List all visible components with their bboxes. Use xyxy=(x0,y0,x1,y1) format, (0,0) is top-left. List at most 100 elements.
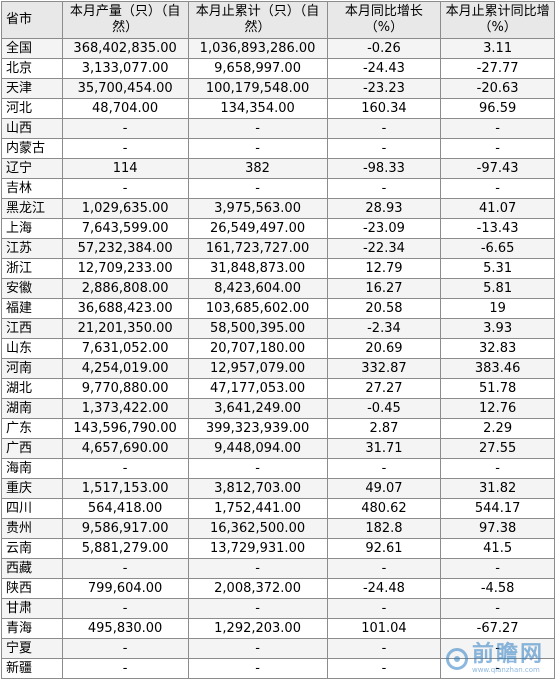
month-output-cell: 5,881,279.00 xyxy=(61,538,189,559)
month-yoy-cell: 182.8 xyxy=(326,518,442,539)
cumulative-output-cell: 3,641,249.00 xyxy=(187,398,328,419)
header-province: 省市 xyxy=(1,1,63,39)
month-yoy-cell: 2.87 xyxy=(326,418,442,439)
province-cell: 吉林 xyxy=(1,178,63,199)
month-output-cell: 1,517,153.00 xyxy=(61,478,189,499)
cumulative-yoy-cell: 51.78 xyxy=(440,378,555,399)
month-yoy-cell: 28.93 xyxy=(326,198,442,219)
month-output-cell: 3,133,077.00 xyxy=(61,58,189,79)
header-month-output: 本月产量（只）（自然） xyxy=(61,1,189,39)
month-output-cell: 12,709,233.00 xyxy=(61,258,189,279)
cumulative-output-cell: - xyxy=(187,638,328,659)
cumulative-yoy-cell: 544.17 xyxy=(440,498,555,519)
month-output-cell: 368,402,835.00 xyxy=(61,38,189,59)
province-cell: 新疆 xyxy=(1,658,63,679)
table-row: 西藏 - - - - xyxy=(1,558,555,579)
cumulative-yoy-cell: 19 xyxy=(440,298,555,319)
table-row: 新疆 - - - - xyxy=(1,658,555,679)
cumulative-output-cell: 399,323,939.00 xyxy=(187,418,328,439)
province-cell: 重庆 xyxy=(1,478,63,499)
province-cell: 西藏 xyxy=(1,558,63,579)
month-output-cell: 7,631,052.00 xyxy=(61,338,189,359)
month-output-cell: - xyxy=(61,638,189,659)
cumulative-yoy-cell: 3.93 xyxy=(440,318,555,339)
cumulative-yoy-cell: - xyxy=(440,558,555,579)
month-yoy-cell: -23.23 xyxy=(326,78,442,99)
cumulative-yoy-cell: - xyxy=(440,598,555,619)
province-cell: 全国 xyxy=(1,38,63,59)
table-row: 黑龙江 1,029,635.00 3,975,563.00 28.93 41.07 xyxy=(1,198,555,219)
cumulative-yoy-cell: - xyxy=(440,178,555,199)
province-cell: 浙江 xyxy=(1,258,63,279)
month-output-cell: 564,418.00 xyxy=(61,498,189,519)
month-yoy-cell: 27.27 xyxy=(326,378,442,399)
province-cell: 北京 xyxy=(1,58,63,79)
table-row: 安徽 2,886,808.00 8,423,604.00 16.27 5.81 xyxy=(1,278,555,299)
cumulative-output-cell: 103,685,602.00 xyxy=(187,298,328,319)
month-output-cell: 1,029,635.00 xyxy=(61,198,189,219)
month-output-cell: 143,596,790.00 xyxy=(61,418,189,439)
table-row: 湖南 1,373,422.00 3,641,249.00 -0.45 12.76 xyxy=(1,398,555,419)
month-yoy-cell: - xyxy=(326,118,442,139)
month-yoy-cell: 101.04 xyxy=(326,618,442,639)
table-row: 河北 48,704.00 134,354.00 160.34 96.59 xyxy=(1,98,555,119)
month-output-cell: 495,830.00 xyxy=(61,618,189,639)
cumulative-yoy-cell: 97.38 xyxy=(440,518,555,539)
month-output-cell: 57,232,384.00 xyxy=(61,238,189,259)
province-cell: 江苏 xyxy=(1,238,63,259)
cumulative-yoy-cell: -4.58 xyxy=(440,578,555,599)
province-cell: 湖南 xyxy=(1,398,63,419)
month-output-cell: - xyxy=(61,658,189,679)
month-output-cell: 4,657,690.00 xyxy=(61,438,189,459)
cumulative-output-cell: 134,354.00 xyxy=(187,98,328,119)
province-cell: 广东 xyxy=(1,418,63,439)
cumulative-output-cell: 9,448,094.00 xyxy=(187,438,328,459)
header-month-yoy: 本月同比增长（%） xyxy=(326,1,442,39)
cumulative-yoy-cell: 96.59 xyxy=(440,98,555,119)
header-cumulative-yoy: 本月止累计同比增（%） xyxy=(440,1,555,39)
cumulative-yoy-cell: 2.29 xyxy=(440,418,555,439)
cumulative-yoy-cell: 383.46 xyxy=(440,358,555,379)
cumulative-yoy-cell: 41.07 xyxy=(440,198,555,219)
province-cell: 湖北 xyxy=(1,378,63,399)
cumulative-yoy-cell: -13.43 xyxy=(440,218,555,239)
table-row: 广西 4,657,690.00 9,448,094.00 31.71 27.55 xyxy=(1,438,555,459)
month-yoy-cell: -24.43 xyxy=(326,58,442,79)
month-output-cell: - xyxy=(61,138,189,159)
province-cell: 河北 xyxy=(1,98,63,119)
province-cell: 宁夏 xyxy=(1,638,63,659)
table-row: 海南 - - - - xyxy=(1,458,555,479)
province-cell: 山西 xyxy=(1,118,63,139)
cumulative-output-cell: 1,036,893,286.00 xyxy=(187,38,328,59)
cumulative-output-cell: 8,423,604.00 xyxy=(187,278,328,299)
cumulative-output-cell: - xyxy=(187,178,328,199)
cumulative-output-cell: 16,362,500.00 xyxy=(187,518,328,539)
month-yoy-cell: 16.27 xyxy=(326,278,442,299)
month-output-cell: 7,643,599.00 xyxy=(61,218,189,239)
table-row: 内蒙古 - - - - xyxy=(1,138,555,159)
cumulative-output-cell: 20,707,180.00 xyxy=(187,338,328,359)
month-output-cell: 4,254,019.00 xyxy=(61,358,189,379)
month-output-cell: 9,770,880.00 xyxy=(61,378,189,399)
month-yoy-cell: -22.34 xyxy=(326,238,442,259)
month-output-cell: 1,373,422.00 xyxy=(61,398,189,419)
cumulative-yoy-cell: -20.63 xyxy=(440,78,555,99)
cumulative-output-cell: 2,008,372.00 xyxy=(187,578,328,599)
table-row: 北京 3,133,077.00 9,658,997.00 -24.43 -27.77 xyxy=(1,58,555,79)
cumulative-yoy-cell: - xyxy=(440,658,555,679)
cumulative-yoy-cell: - xyxy=(440,458,555,479)
cumulative-yoy-cell: 5.31 xyxy=(440,258,555,279)
month-yoy-cell: -98.33 xyxy=(326,158,442,179)
month-output-cell: - xyxy=(61,458,189,479)
month-output-cell: - xyxy=(61,598,189,619)
table-row: 河南 4,254,019.00 12,957,079.00 332.87 383.46 xyxy=(1,358,555,379)
month-yoy-cell: 49.07 xyxy=(326,478,442,499)
cumulative-output-cell: - xyxy=(187,598,328,619)
province-cell: 天津 xyxy=(1,78,63,99)
month-yoy-cell: -23.09 xyxy=(326,218,442,239)
month-yoy-cell: - xyxy=(326,658,442,679)
cumulative-yoy-cell: 32.83 xyxy=(440,338,555,359)
cumulative-output-cell: 13,729,931.00 xyxy=(187,538,328,559)
header-row: 省市 本月产量（只）（自然） 本月止累计（只）（自然） 本月同比增长（%） 本月… xyxy=(1,1,555,39)
table-row: 陕西 799,604.00 2,008,372.00 -24.48 -4.58 xyxy=(1,578,555,599)
